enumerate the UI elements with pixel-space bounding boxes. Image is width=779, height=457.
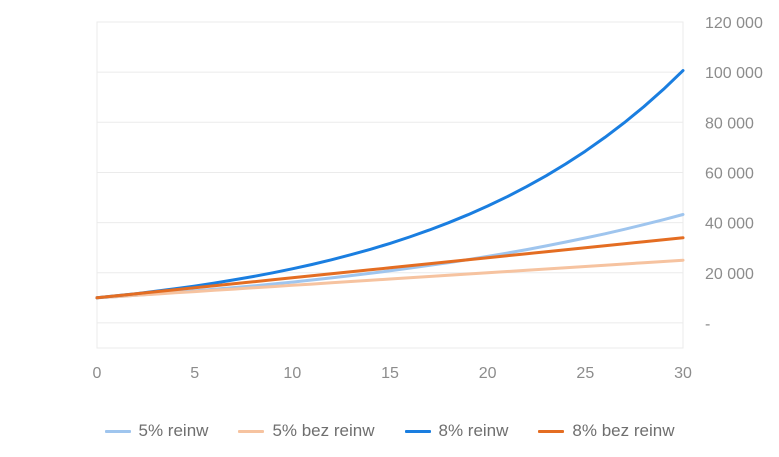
legend-item-5-bez-reinw[interactable]: 5% bez reinw	[238, 421, 375, 441]
series-line-5-bez-reinw	[95, 258, 685, 300]
legend-swatch	[104, 429, 131, 433]
legend-label: 8% reinw	[438, 421, 509, 440]
y-tick-label: 60 000	[705, 165, 754, 182]
legend-swatch	[404, 429, 431, 433]
line-chart: 0 5 10 15 20 25 30 - 20 000 40 000 60 000 80 000 10…	[93, 15, 763, 382]
plot-frame	[96, 21, 684, 349]
series-lines	[95, 69, 685, 300]
y-tick-label: 40 000	[705, 216, 754, 233]
x-tick-label: 10	[283, 365, 301, 382]
legend-item-8-bez-reinw[interactable]: 8% bez reinw	[538, 421, 674, 441]
y-tick-label: -	[705, 316, 710, 333]
y-axis-ticks: - 20 000 40 000 60 000 80 000 100 000 120 000	[705, 15, 763, 333]
legend-label: 5% bez reinw	[272, 421, 375, 440]
x-axis-ticks: 0 5 10 15 20 25 30	[93, 365, 692, 382]
legend-swatch	[538, 429, 565, 433]
series-line-8-bez-reinw	[95, 236, 685, 300]
x-tick-label: 0	[93, 365, 102, 382]
legend-label: 8% bez reinw	[572, 421, 675, 440]
legend-label: 5% reinw	[138, 421, 209, 440]
series-line-5-reinw	[95, 213, 685, 300]
series-line-8-reinw	[95, 69, 685, 300]
x-tick-label: 20	[479, 365, 497, 382]
legend-swatch	[238, 429, 265, 433]
x-tick-label: 25	[576, 365, 594, 382]
legend-item-8-reinw[interactable]: 8% reinw	[404, 421, 509, 441]
x-tick-label: 5	[190, 365, 199, 382]
y-tick-label: 80 000	[705, 115, 754, 132]
x-tick-label: 15	[381, 365, 399, 382]
y-tick-label: 20 000	[705, 266, 754, 283]
legend: 5% reinw 5% bez reinw 8% reinw 8% bez re…	[0, 421, 779, 441]
y-tick-label: 100 000	[705, 65, 763, 82]
legend-item-5-reinw[interactable]: 5% reinw	[104, 421, 209, 441]
y-tick-label: 120 000	[705, 15, 763, 32]
x-tick-label: 30	[674, 365, 692, 382]
grid-lines	[96, 21, 684, 349]
